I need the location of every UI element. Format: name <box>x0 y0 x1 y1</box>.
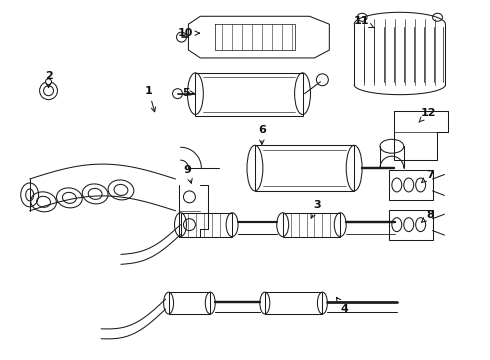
Bar <box>283 213 340 237</box>
Bar <box>180 213 232 237</box>
Bar <box>389 210 433 239</box>
Ellipse shape <box>46 79 51 85</box>
Text: 5: 5 <box>183 88 195 98</box>
Text: 8: 8 <box>421 210 435 222</box>
Text: 11: 11 <box>353 16 374 28</box>
Text: 1: 1 <box>145 86 156 112</box>
Bar <box>389 170 433 200</box>
Bar <box>255 145 354 191</box>
Text: 9: 9 <box>184 165 192 183</box>
Text: 3: 3 <box>311 200 321 218</box>
Text: 4: 4 <box>337 297 348 314</box>
Text: 7: 7 <box>421 170 435 183</box>
Bar <box>196 73 302 116</box>
Text: 10: 10 <box>178 28 199 38</box>
Text: 6: 6 <box>258 125 266 144</box>
Text: 2: 2 <box>45 71 52 87</box>
Bar <box>169 292 210 314</box>
Text: 12: 12 <box>419 108 436 122</box>
Bar <box>265 292 322 314</box>
